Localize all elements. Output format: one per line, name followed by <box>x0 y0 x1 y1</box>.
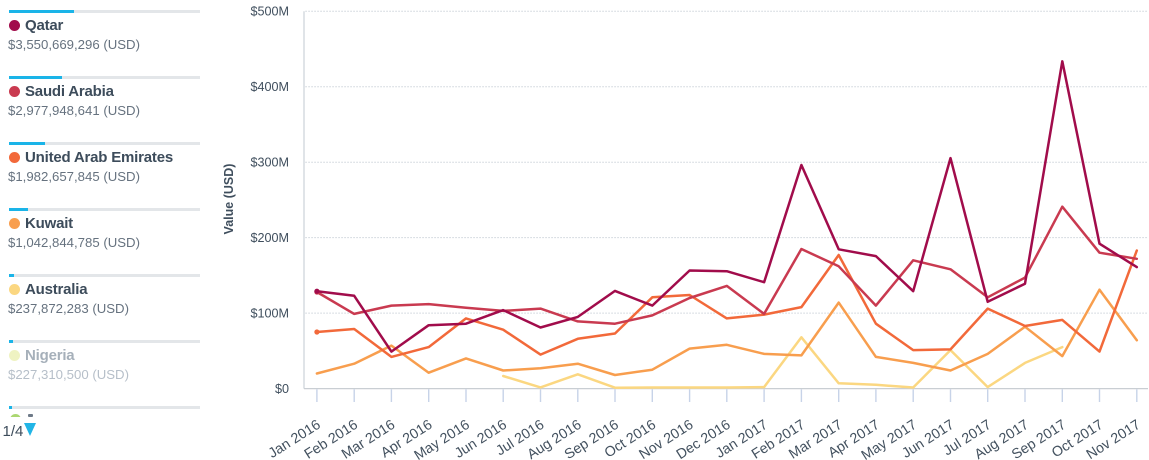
svg-text:Value (USD): Value (USD) <box>222 164 236 235</box>
svg-text:$100M: $100M <box>250 307 289 321</box>
svg-text:$200M: $200M <box>250 231 289 245</box>
svg-text:$500M: $500M <box>250 5 289 19</box>
svg-text:$0: $0 <box>275 382 289 396</box>
svg-text:$400M: $400M <box>250 80 289 94</box>
svg-text:$300M: $300M <box>250 156 289 170</box>
